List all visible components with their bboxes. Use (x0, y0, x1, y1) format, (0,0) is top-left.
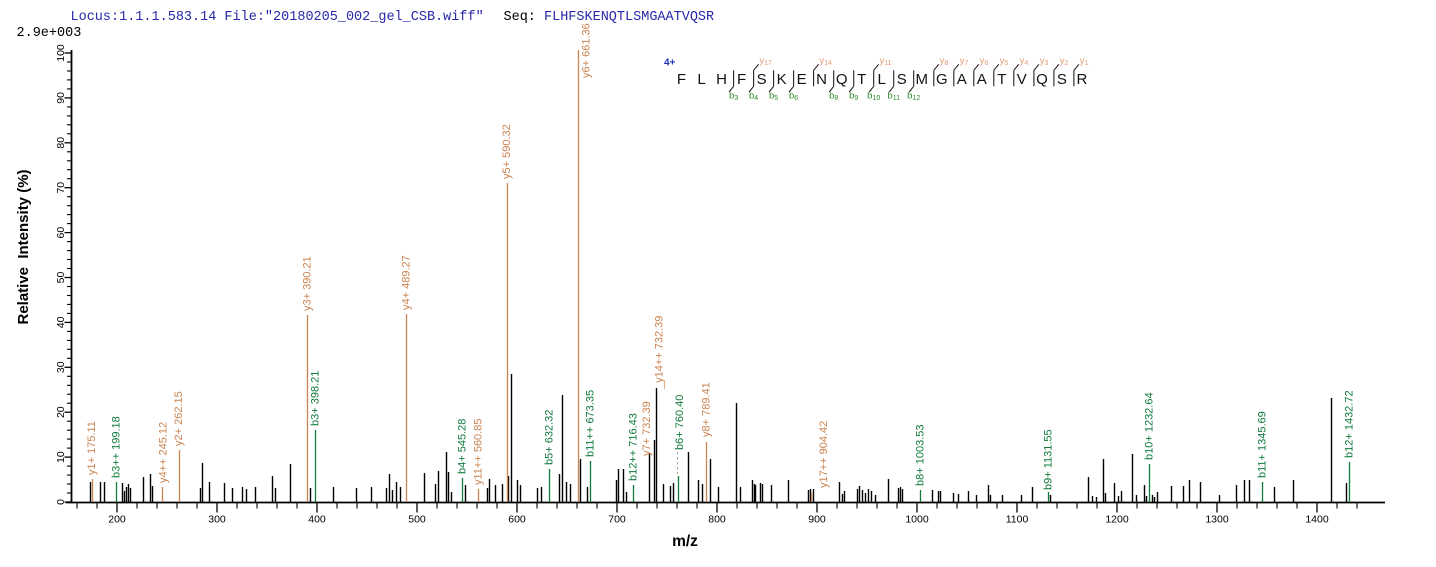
svg-text:b4+ 545.28: b4+ 545.28 (457, 419, 469, 474)
svg-text:b3+ 398.21: b3+ 398.21 (310, 371, 322, 426)
svg-text:T: T (857, 71, 866, 88)
svg-text:Q: Q (836, 71, 848, 88)
svg-text:0: 0 (55, 499, 67, 505)
svg-text:b4: b4 (749, 91, 758, 103)
svg-text:70: 70 (55, 182, 67, 194)
svg-text:b11++ 673.35: b11++ 673.35 (585, 390, 597, 457)
svg-text:300: 300 (208, 514, 226, 526)
svg-text:y11++ 560.85: y11++ 560.85 (473, 419, 485, 485)
svg-text:4+: 4+ (664, 58, 676, 69)
svg-text:FLHFSKENQTLSMGAATVQSR: FLHFSKENQTLSMGAATVQSR (544, 10, 714, 25)
svg-text:30: 30 (55, 361, 67, 373)
svg-text:200: 200 (108, 514, 126, 526)
svg-text:A: A (977, 71, 987, 88)
svg-text:500: 500 (408, 514, 426, 526)
svg-text:S: S (897, 71, 907, 88)
svg-text:F: F (677, 71, 686, 88)
svg-text:M: M (915, 71, 928, 88)
svg-text:F: F (737, 71, 746, 88)
svg-text:b10+ 1232.64: b10+ 1232.64 (1144, 392, 1156, 460)
svg-text:L: L (878, 71, 886, 88)
svg-text:y2: y2 (1060, 56, 1069, 68)
svg-text:Relative Intensity (%): Relative Intensity (%) (15, 169, 32, 324)
svg-text:y5: y5 (1000, 56, 1009, 68)
svg-text:y3+ 390.21: y3+ 390.21 (302, 256, 314, 311)
svg-text:y17++ 904.42: y17++ 904.42 (818, 421, 830, 488)
svg-text:K: K (777, 71, 787, 88)
svg-text:y4: y4 (1020, 56, 1029, 68)
svg-text:_y14++ 732.39: _y14++ 732.39 (654, 316, 666, 390)
svg-text:b5: b5 (769, 91, 778, 103)
svg-text:Locus:1.1.1.583.14 File:"20180: Locus:1.1.1.583.14 File:"20180205_002_ge… (71, 10, 484, 25)
svg-text:y5+ 590.32: y5+ 590.32 (501, 124, 513, 179)
svg-text:y8+ 789.41: y8+ 789.41 (701, 382, 713, 437)
svg-text:m/z: m/z (672, 533, 698, 550)
svg-text:y14: y14 (819, 56, 832, 68)
svg-text:y7+ 732.39: y7+ 732.39 (641, 401, 653, 456)
svg-text:Q: Q (1036, 71, 1048, 88)
svg-text:1300: 1300 (1205, 514, 1229, 526)
svg-text:2.9e+003: 2.9e+003 (17, 26, 82, 41)
svg-text:A: A (957, 71, 967, 88)
svg-text:b9: b9 (849, 91, 858, 103)
svg-text:80: 80 (55, 137, 67, 149)
svg-text:800: 800 (708, 514, 726, 526)
svg-text:y8: y8 (940, 56, 949, 68)
svg-text:y3: y3 (1040, 56, 1049, 68)
svg-text:R: R (1076, 71, 1087, 88)
svg-text:1000: 1000 (905, 514, 929, 526)
svg-text:y4+ 489.27: y4+ 489.27 (401, 255, 413, 310)
svg-text:20: 20 (55, 406, 67, 418)
svg-text:b8+ 1003.53: b8+ 1003.53 (915, 425, 927, 486)
svg-text:b3: b3 (729, 91, 738, 103)
svg-text:b9+ 1131.55: b9+ 1131.55 (1043, 429, 1055, 490)
svg-text:y11: y11 (880, 56, 892, 68)
svg-text:1100: 1100 (1006, 514, 1029, 526)
svg-text:S: S (757, 71, 767, 88)
svg-text:b3++ 199.18: b3++ 199.18 (110, 416, 122, 478)
svg-text:1400: 1400 (1305, 514, 1329, 526)
svg-text:40: 40 (55, 316, 67, 328)
svg-text:600: 600 (508, 514, 526, 526)
svg-text:50: 50 (55, 272, 67, 284)
svg-text:90: 90 (55, 92, 67, 104)
svg-text:b8: b8 (829, 91, 838, 103)
svg-text:700: 700 (608, 514, 626, 526)
svg-text:b11: b11 (887, 91, 900, 103)
svg-text:1200: 1200 (1105, 514, 1129, 526)
svg-text:y4++ 245.12: y4++ 245.12 (158, 422, 170, 483)
svg-text:y6: y6 (980, 56, 989, 68)
svg-text:60: 60 (55, 227, 67, 239)
svg-text:y7: y7 (960, 56, 969, 68)
svg-text:10: 10 (55, 451, 67, 463)
svg-text:b12++ 716.43: b12++ 716.43 (628, 413, 640, 481)
svg-text:y2+ 262.15: y2+ 262.15 (173, 391, 185, 446)
svg-text:b12+ 1432.72: b12+ 1432.72 (1344, 390, 1356, 458)
svg-text:b11+ 1345.69: b11+ 1345.69 (1257, 411, 1269, 478)
svg-text:b10: b10 (867, 91, 880, 103)
svg-text:b5+ 632.32: b5+ 632.32 (544, 410, 556, 465)
svg-text:y1+ 175.11: y1+ 175.11 (86, 421, 98, 475)
svg-text:E: E (797, 71, 807, 88)
svg-text:b6+ 760.40: b6+ 760.40 (674, 395, 686, 450)
svg-text:y17: y17 (759, 56, 772, 68)
svg-text:H: H (716, 71, 727, 88)
svg-text:900: 900 (808, 514, 826, 526)
svg-text:b6: b6 (789, 91, 798, 103)
svg-text:y1: y1 (1080, 56, 1089, 68)
svg-text:y6+ 661.36: y6+ 661.36 (581, 23, 593, 78)
svg-text:b12: b12 (907, 91, 920, 103)
svg-text:V: V (1017, 71, 1027, 88)
svg-text:400: 400 (308, 514, 326, 526)
svg-text:G: G (936, 71, 948, 88)
svg-text:Seq:: Seq: (504, 10, 536, 25)
svg-text:T: T (997, 71, 1006, 88)
svg-text:100: 100 (55, 44, 67, 62)
svg-text:L: L (697, 71, 705, 88)
svg-text:N: N (816, 71, 827, 88)
svg-text:S: S (1057, 71, 1067, 88)
